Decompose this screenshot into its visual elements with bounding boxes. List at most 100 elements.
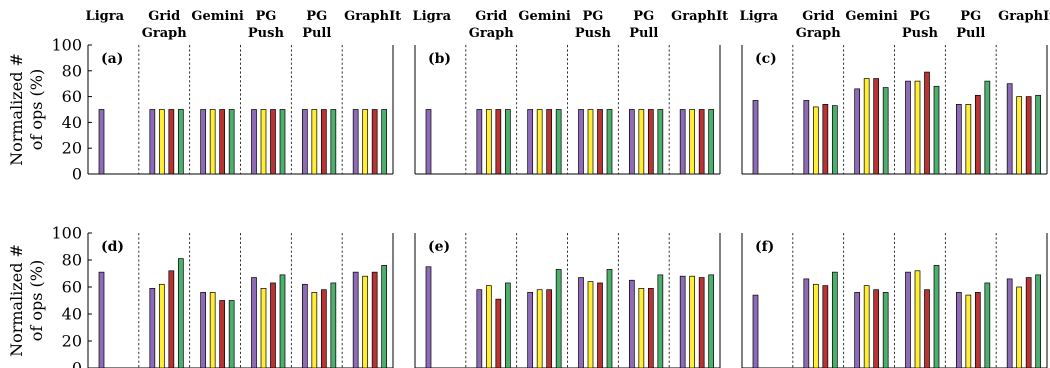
- bar-d-1-3: [177, 258, 184, 368]
- category-label-0: Ligra: [86, 9, 125, 24]
- bar-f-3-3: [933, 265, 940, 368]
- bar-e-2-3: [555, 269, 562, 368]
- bar-e-1-3: [504, 282, 511, 368]
- category-label-line: PG: [909, 9, 930, 24]
- y-axis-title-line-2: of ops (%): [27, 260, 46, 342]
- bar-c-5-1: [1016, 96, 1023, 175]
- category-label-3: PG Push: [248, 9, 285, 41]
- y-tick-label: 80: [62, 251, 82, 270]
- bar-b-2-3: [555, 109, 562, 175]
- bar-a-3-0: [251, 109, 257, 175]
- category-label-line: Grid: [148, 9, 180, 24]
- bar-b-5-3: [708, 109, 715, 175]
- category-label-line: Pull: [956, 26, 985, 41]
- bar-e-3-2: [597, 282, 603, 368]
- category-label-line: PG: [306, 9, 327, 24]
- y-axis-title-line-1: Normalized #: [7, 244, 26, 357]
- bar-e-5-3: [708, 274, 715, 368]
- bar-b-5-0: [679, 109, 686, 175]
- bar-c-2-1: [863, 78, 870, 175]
- bar-d-3-2: [270, 282, 276, 368]
- category-label-1: Grid Graph: [796, 9, 841, 41]
- y-axis-title-line-2: of ops (%): [27, 69, 46, 151]
- bar-b-1-0: [476, 109, 483, 175]
- bar-f-1-1: [812, 283, 819, 368]
- bar-b-3-3: [606, 109, 613, 175]
- bar-d-0-0: [98, 271, 105, 368]
- bar-f-4-1: [965, 294, 972, 368]
- bar-f-5-2: [1025, 277, 1032, 368]
- bar-e-2-1: [536, 289, 543, 368]
- bar-d-5-2: [371, 271, 378, 368]
- bar-c-5-3: [1035, 94, 1042, 175]
- y-tick-label: 0: [72, 359, 82, 368]
- category-label-line: Pull: [302, 26, 331, 41]
- bar-a-1-3: [177, 109, 184, 175]
- category-label-line: PG: [582, 9, 603, 24]
- bar-e-4-0: [628, 279, 635, 368]
- category-label-line: Gemini: [518, 9, 571, 24]
- bar-c-1-2: [822, 103, 829, 175]
- bar-f-5-3: [1035, 274, 1042, 368]
- category-label-5: GraphIt: [998, 9, 1050, 24]
- bar-b-4-0: [628, 109, 635, 175]
- panel-label: (b): [428, 51, 451, 67]
- bar-f-5-0: [1006, 278, 1013, 368]
- bar-b-4-2: [647, 109, 654, 175]
- category-label-4: PG Pull: [956, 9, 985, 41]
- bar-b-2-2: [546, 109, 553, 175]
- category-label-3: PG Push: [902, 9, 939, 41]
- bar-c-3-2: [924, 71, 930, 175]
- bar-d-4-3: [330, 282, 337, 368]
- bar-a-4-3: [330, 109, 337, 175]
- bar-c-4-2: [974, 94, 981, 175]
- panel-label: (a): [101, 51, 123, 67]
- bar-f-4-3: [984, 282, 991, 368]
- bar-e-0-0: [425, 266, 432, 368]
- category-label-line: Pull: [629, 26, 658, 41]
- bar-b-3-2: [597, 109, 603, 175]
- category-label-2: Gemini: [191, 9, 244, 24]
- bar-d-3-0: [251, 277, 257, 368]
- category-label-line: GraphIt: [671, 9, 728, 24]
- bar-d-4-0: [301, 283, 308, 368]
- bar-b-1-3: [504, 109, 511, 175]
- category-label-line: Ligra: [86, 9, 125, 24]
- y-tick-label: 60: [62, 278, 82, 297]
- y-tick-label: 80: [62, 61, 82, 80]
- bar-d-1-2: [168, 270, 175, 368]
- y-tick-label: 40: [62, 305, 82, 324]
- y-axis-title-row-1: Normalized # of ops (%): [7, 53, 46, 166]
- category-label-4: PG Pull: [302, 9, 331, 41]
- category-label-3: PG Push: [575, 9, 612, 41]
- bar-b-4-3: [657, 109, 664, 175]
- bar-f-2-0: [854, 292, 861, 368]
- bar-c-2-0: [854, 88, 861, 175]
- bar-e-3-0: [578, 277, 584, 368]
- category-label-line: Push: [248, 26, 285, 41]
- bar-f-4-0: [955, 292, 962, 368]
- bar-d-5-3: [381, 265, 388, 368]
- bar-d-3-1: [260, 288, 267, 368]
- y-tick-label: 60: [62, 87, 82, 106]
- panel-label: (c): [755, 51, 777, 67]
- bar-f-1-2: [822, 285, 829, 368]
- bar-a-5-1: [362, 109, 369, 175]
- bar-d-1-0: [149, 288, 156, 368]
- bar-e-4-1: [638, 288, 645, 368]
- bar-c-3-0: [905, 80, 911, 175]
- category-label-4: PG Pull: [629, 9, 658, 41]
- bar-d-2-2: [219, 300, 226, 368]
- bar-b-1-1: [485, 109, 492, 175]
- category-label-line: PG: [255, 9, 276, 24]
- bar-e-2-2: [546, 289, 553, 368]
- bar-b-2-1: [536, 109, 543, 175]
- bar-f-1-0: [803, 278, 810, 368]
- bar-a-2-1: [209, 109, 216, 175]
- bar-c-3-1: [914, 80, 921, 175]
- panel-label: (d): [101, 239, 124, 255]
- bar-a-2-2: [219, 109, 226, 175]
- bar-f-2-3: [882, 292, 889, 368]
- y-axis-title-line-1: Normalized #: [7, 53, 26, 166]
- category-label-line: Graph: [796, 26, 841, 41]
